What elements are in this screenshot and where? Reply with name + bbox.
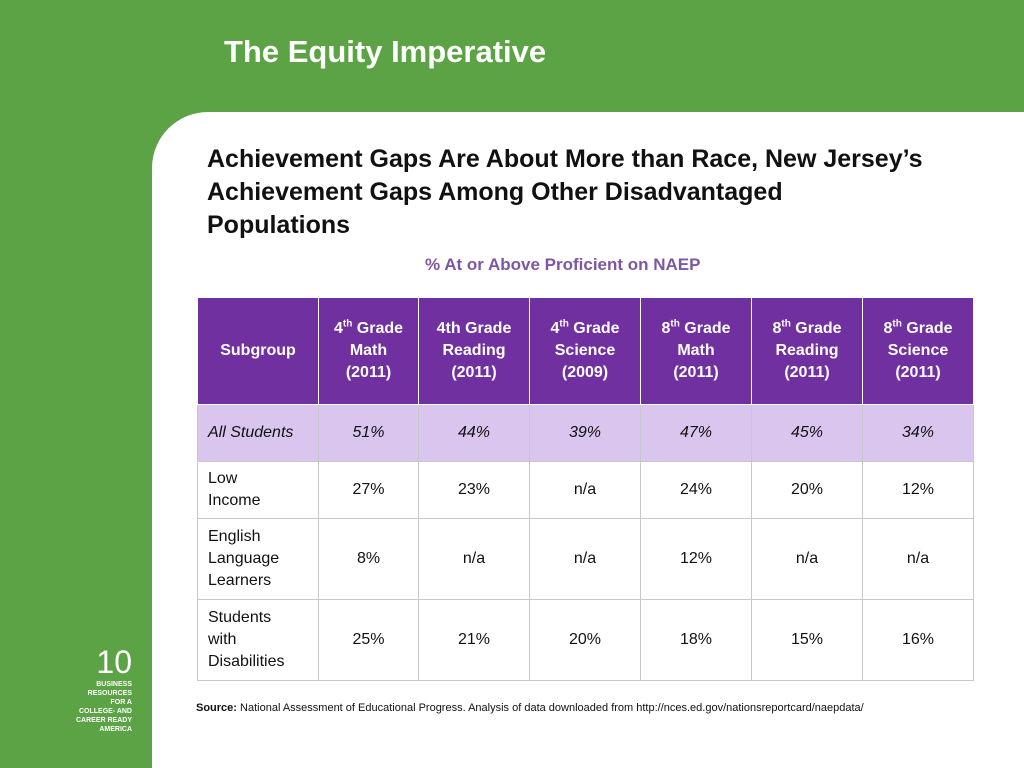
- table-cell: n/a: [751, 518, 863, 600]
- table-cell: 23%: [418, 461, 530, 519]
- table-cell: n/a: [862, 518, 974, 600]
- naep-table: Subgroup 4th Grade Math (2011) 4th Grade Re…: [197, 297, 974, 681]
- header-grade-sup: th: [781, 318, 791, 330]
- header-subgroup: Subgroup: [197, 297, 319, 405]
- header-col-6: 8th Grade Science (2011): [862, 297, 974, 405]
- table-cell: 18%: [640, 599, 752, 681]
- header-col-5: 8th Grade Reading (2011): [751, 297, 863, 405]
- table-cell: 20%: [529, 599, 641, 681]
- header-subject: Reading: [442, 342, 506, 359]
- table-cell: 12%: [862, 461, 974, 519]
- table-cell: 12%: [640, 518, 752, 600]
- table-cell: 47%: [640, 404, 752, 462]
- header-grade-rest: Grade: [790, 320, 842, 337]
- brand-line: BUSINESS: [96, 681, 132, 688]
- row-label: All Students: [197, 404, 319, 462]
- brand-line: AMERICA: [99, 726, 132, 733]
- header-subject: Science: [887, 342, 949, 359]
- row-label: Low Income: [197, 461, 319, 519]
- brand-line: CAREER READY: [75, 717, 132, 724]
- header-grade-rest: Grade: [352, 320, 404, 337]
- brand-line: RESOURCES: [87, 690, 132, 697]
- header-grade: 4th Grade: [436, 320, 512, 337]
- table-cell: 8%: [318, 518, 419, 600]
- header-year: (2009): [561, 364, 609, 381]
- source-note: Source: National Assessment of Education…: [196, 702, 864, 714]
- header-col-1: 4th Grade Math (2011): [318, 297, 419, 405]
- table-cell: 44%: [418, 404, 530, 462]
- table-cell: 27%: [318, 461, 419, 519]
- brand-line: FOR A: [110, 699, 132, 706]
- table-cell: 45%: [751, 404, 863, 462]
- table-cell: 15%: [751, 599, 863, 681]
- header-subject: Reading: [775, 342, 839, 359]
- header-grade: 4: [550, 320, 560, 337]
- table-cell: 39%: [529, 404, 641, 462]
- row-label: Students with Disabilities: [197, 599, 319, 681]
- header-subject: Math: [349, 342, 388, 359]
- header-grade-rest: Grade: [901, 320, 953, 337]
- table-cell: n/a: [418, 518, 530, 600]
- table-row-ell: English Language Learners 8% n/a n/a 12%…: [197, 518, 974, 600]
- brand-line: COLLEGE- AND: [78, 708, 132, 715]
- table-cell: 24%: [640, 461, 752, 519]
- table-cell: 20%: [751, 461, 863, 519]
- header-col-4: 8th Grade Math (2011): [640, 297, 752, 405]
- header-grade-sup: th: [892, 318, 902, 330]
- header-grade: 8: [772, 320, 782, 337]
- table-cell: n/a: [529, 518, 641, 600]
- table-cell: n/a: [529, 461, 641, 519]
- header-grade-sup: th: [342, 318, 353, 330]
- header-grade-rest: Grade: [679, 320, 731, 337]
- table-cell: 51%: [318, 404, 419, 462]
- header-subject: Math: [677, 342, 715, 359]
- header-year: (2011): [784, 364, 830, 381]
- table-row-all-students: All Students 51% 44% 39% 47% 45% 34%: [197, 404, 974, 462]
- header-grade: 8: [883, 320, 893, 337]
- header-grade-sup: th: [670, 318, 680, 330]
- table-row-low-income: Low Income 27% 23% n/a 24% 20% 12%: [197, 461, 974, 519]
- slide-title: The Equity Imperative: [224, 34, 547, 69]
- table-subtitle: % At or Above Proficient on NAEP: [425, 255, 701, 274]
- header-year: (2011): [451, 364, 497, 381]
- row-label: English Language Learners: [197, 518, 319, 600]
- table-row-disabilities: Students with Disabilities 25% 21% 20% 1…: [197, 599, 974, 681]
- header-grade-rest: Grade: [568, 320, 620, 337]
- header-grade-sup: th: [559, 318, 569, 330]
- table-header-row: Subgroup 4th Grade Math (2011) 4th Grade Re…: [197, 297, 974, 405]
- source-text: National Assessment of Educational Progr…: [236, 702, 864, 714]
- page-number: 10: [96, 644, 132, 680]
- header-year: (2011): [895, 364, 941, 381]
- slide-heading: Achievement Gaps Are About More than Rac…: [207, 145, 923, 239]
- header-col-3: 4th Grade Science (2009): [529, 297, 641, 405]
- table-cell: 21%: [418, 599, 530, 681]
- source-label: Source:: [196, 702, 237, 714]
- header-grade: 4: [333, 320, 343, 337]
- table-cell: 25%: [318, 599, 419, 681]
- header-year: (2011): [673, 364, 719, 381]
- header-year: (2011): [345, 364, 392, 381]
- header-col-2: 4th Grade Reading (2011): [418, 297, 530, 405]
- header-subject: Science: [554, 342, 616, 359]
- brand-logo-text: BUSINESS RESOURCES FOR A COLLEGE- AND CA…: [62, 680, 132, 734]
- table-cell: 16%: [862, 599, 974, 681]
- header-grade: 8: [661, 320, 671, 337]
- table-cell: 34%: [862, 404, 974, 462]
